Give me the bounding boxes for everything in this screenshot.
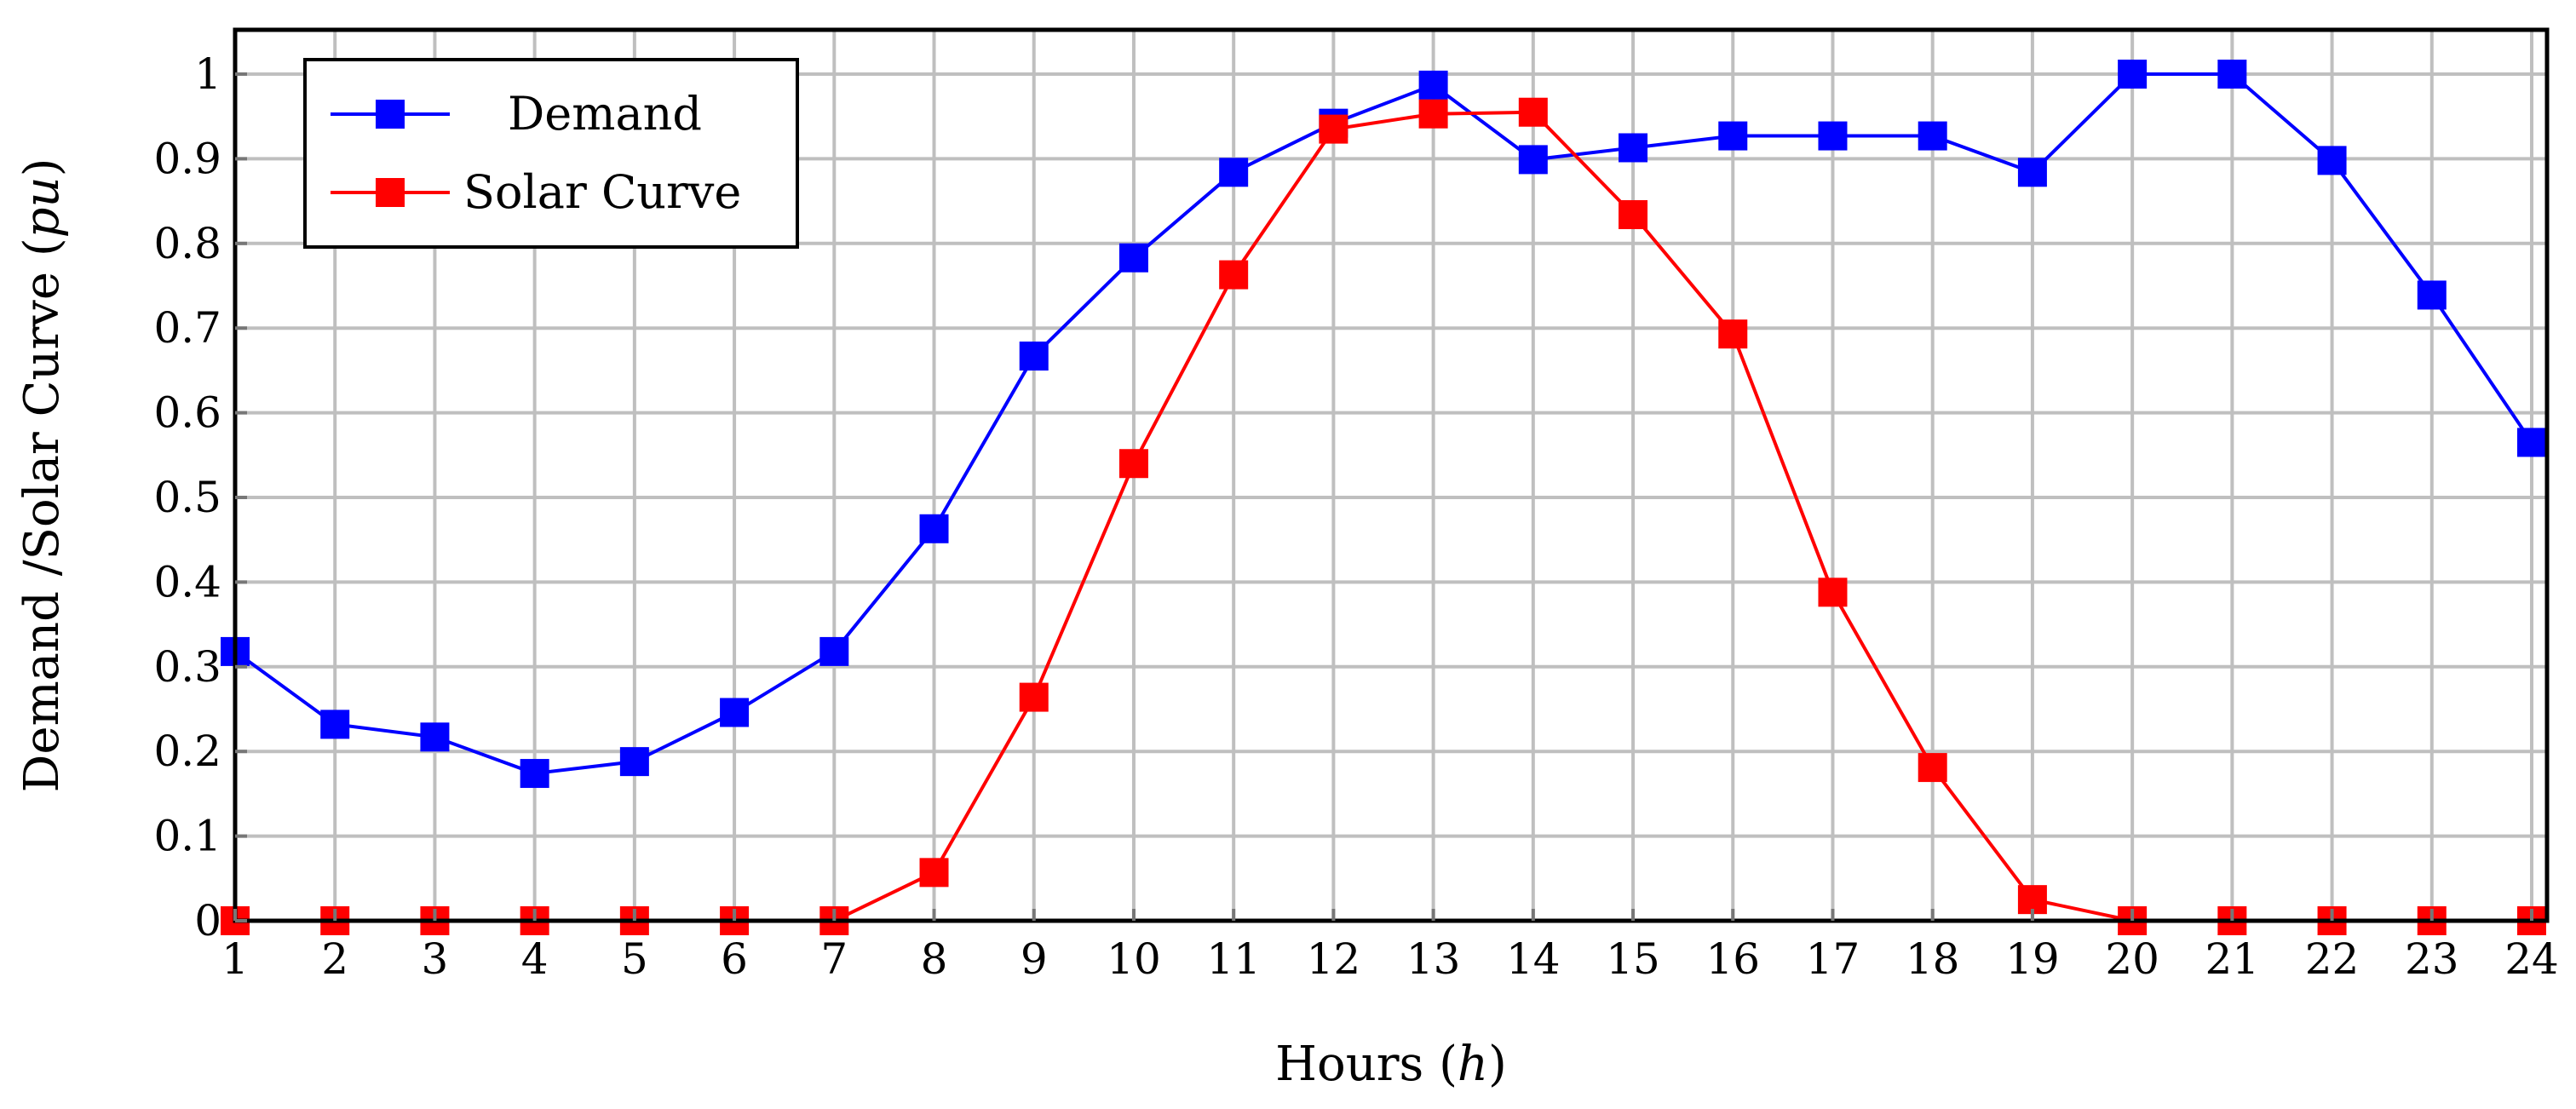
legend-marker-swatch bbox=[376, 178, 405, 207]
legend-marker-swatch bbox=[376, 100, 405, 129]
series-line bbox=[233, 72, 2533, 776]
data-point-marker bbox=[1319, 114, 1348, 144]
x-tick-label: 11 bbox=[1206, 934, 1261, 984]
x-tick-label: 20 bbox=[2105, 934, 2159, 984]
legend-entry: Solar Curve bbox=[331, 165, 741, 219]
data-point-marker bbox=[619, 747, 649, 777]
data-point-marker bbox=[1718, 319, 1748, 349]
x-tick-label: 15 bbox=[1606, 934, 1660, 984]
x-tick-label: 7 bbox=[820, 934, 848, 984]
y-tick-label: 0.4 bbox=[153, 557, 221, 606]
x-tick-label: 14 bbox=[1506, 934, 1561, 984]
y-tick-label: 0.2 bbox=[153, 727, 221, 776]
data-point-marker bbox=[1718, 121, 1748, 151]
data-point-marker bbox=[1019, 682, 1049, 712]
data-point-marker bbox=[420, 722, 450, 752]
data-point-marker bbox=[919, 514, 949, 543]
y-tick-label: 1 bbox=[194, 49, 221, 99]
data-point-marker bbox=[1219, 158, 1249, 187]
x-tick-label: 5 bbox=[621, 934, 648, 984]
data-point-marker bbox=[720, 698, 750, 727]
data-point-marker bbox=[2417, 280, 2447, 310]
x-tick-label: 3 bbox=[422, 934, 449, 984]
x-tick-label: 22 bbox=[2305, 934, 2360, 984]
y-tick-label: 0.7 bbox=[153, 303, 221, 353]
x-tick-label: 21 bbox=[2205, 934, 2260, 984]
x-tick-label: 13 bbox=[1406, 934, 1461, 984]
y-tick-label: 0 bbox=[194, 896, 221, 945]
x-tick-label: 24 bbox=[2504, 934, 2559, 984]
data-point-marker bbox=[1818, 121, 1848, 151]
x-tick-label: 6 bbox=[721, 934, 748, 984]
data-point-marker bbox=[1418, 70, 1448, 100]
data-point-marker bbox=[1418, 99, 1448, 129]
data-point-marker bbox=[2517, 428, 2546, 457]
data-point-marker bbox=[1219, 260, 1249, 290]
x-tick-label: 23 bbox=[2405, 934, 2459, 984]
data-point-marker bbox=[819, 636, 849, 666]
legend-entry: Demand bbox=[331, 87, 702, 141]
y-axis-title: Demand /Solar Curve (pu) bbox=[14, 158, 70, 793]
y-tick-label: 0.9 bbox=[153, 134, 221, 183]
tick-labels: 1 2 3 4 5 6 7 8 9 10 11 12 13 14 15 16 17 18 19 20 21 22 23 240… bbox=[153, 49, 2558, 984]
x-tick-label: 16 bbox=[1705, 934, 1760, 984]
data-point-marker bbox=[2017, 158, 2047, 187]
data-point-marker bbox=[2217, 60, 2247, 89]
data-point-marker bbox=[1918, 753, 1947, 783]
x-axis-title: Hours (h) bbox=[1275, 1037, 1507, 1092]
data-point-marker bbox=[919, 858, 949, 888]
x-tick-label: 2 bbox=[321, 934, 348, 984]
y-tick-label: 0.8 bbox=[153, 219, 221, 268]
x-tick-label: 8 bbox=[921, 934, 948, 984]
data-point-marker bbox=[2118, 60, 2148, 89]
y-tick-label: 0.6 bbox=[153, 388, 221, 438]
x-tick-label: 1 bbox=[221, 934, 249, 984]
y-tick-label: 0.1 bbox=[153, 812, 221, 861]
data-point-marker bbox=[1818, 577, 1848, 607]
x-tick-label: 18 bbox=[1906, 934, 1960, 984]
x-tick-label: 12 bbox=[1307, 934, 1361, 984]
data-point-marker bbox=[1619, 133, 1648, 163]
y-tick-label: 0.3 bbox=[153, 642, 221, 692]
x-tick-label: 9 bbox=[1021, 934, 1048, 984]
data-point-marker bbox=[320, 710, 350, 739]
data-point-marker bbox=[1518, 145, 1548, 175]
y-tick-label: 0.5 bbox=[153, 473, 221, 522]
data-point-marker bbox=[1619, 200, 1648, 230]
data-point-marker bbox=[2317, 146, 2347, 175]
data-point-marker bbox=[1918, 121, 1947, 151]
legend-label: Solar Curve bbox=[463, 165, 741, 219]
x-tick-label: 17 bbox=[1806, 934, 1860, 984]
x-tick-label: 19 bbox=[2005, 934, 2060, 984]
legend: Demand Solar Curve bbox=[303, 58, 799, 249]
data-point-marker bbox=[1019, 342, 1049, 371]
x-tick-label: 4 bbox=[521, 934, 549, 984]
data-point-marker bbox=[520, 759, 549, 789]
legend-label: Demand bbox=[508, 87, 702, 141]
data-point-marker bbox=[1518, 97, 1548, 127]
data-point-marker bbox=[1118, 243, 1148, 273]
x-tick-label: 10 bbox=[1107, 934, 1161, 984]
plot-frame bbox=[233, 27, 2550, 923]
data-point-marker bbox=[1118, 449, 1148, 479]
legend-box bbox=[303, 58, 799, 249]
